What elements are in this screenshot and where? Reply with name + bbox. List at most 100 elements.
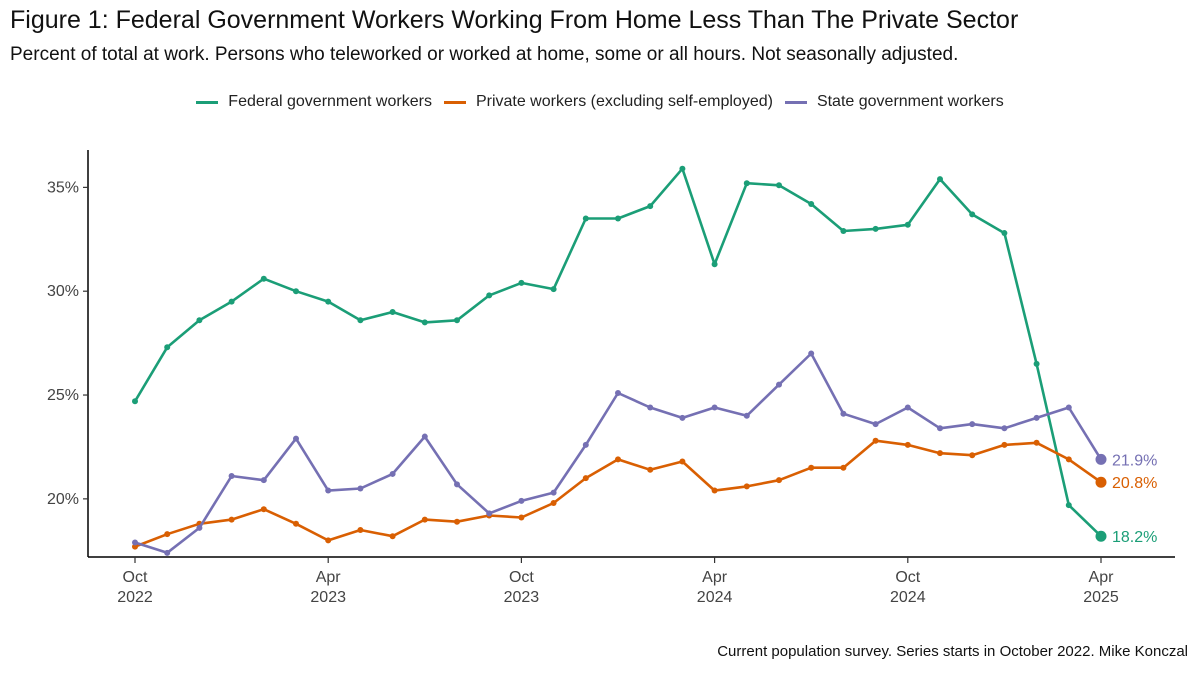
data-point-state [904, 404, 911, 411]
data-point-state [325, 487, 332, 494]
y-tick-label: 30% [47, 283, 79, 300]
data-point-state [776, 381, 782, 388]
data-point-private [132, 543, 138, 550]
data-point-private [647, 466, 654, 473]
data-point-federal [228, 298, 235, 305]
data-point-private [904, 441, 911, 448]
data-point-private [357, 527, 364, 534]
data-point-federal [164, 344, 171, 351]
data-point-federal [582, 215, 589, 222]
data-point-federal [1033, 360, 1040, 367]
data-point-private [582, 475, 589, 482]
legend-swatch-state [784, 100, 807, 104]
data-point-federal [776, 182, 782, 189]
data-point-federal [454, 317, 460, 324]
data-point-federal [1001, 230, 1008, 237]
data-point-federal [357, 317, 364, 324]
data-point-state [228, 473, 235, 480]
data-point-federal [518, 279, 525, 286]
data-point-state [969, 421, 976, 428]
data-point-state [260, 477, 267, 484]
data-point-private [421, 516, 428, 523]
data-point-state [357, 485, 364, 492]
data-point-federal [550, 286, 557, 293]
data-point-state [1065, 404, 1072, 411]
data-point-state [486, 510, 493, 517]
data-point-federal [679, 165, 686, 172]
data-point-private [228, 516, 235, 523]
data-point-federal [743, 180, 750, 187]
data-point-federal [325, 298, 332, 305]
y-tick-label: 25% [47, 387, 79, 404]
x-tick-label: Apr 2025 [1083, 569, 1119, 606]
data-point-private [454, 518, 460, 525]
data-point-federal [904, 221, 911, 228]
data-point-state [615, 389, 621, 396]
data-point-private [679, 458, 686, 465]
x-tick-label: Apr 2024 [697, 569, 733, 606]
chart-caption: Current population survey. Series starts… [717, 643, 1188, 660]
data-point-state [679, 414, 686, 421]
data-point-federal [647, 203, 654, 210]
data-point-federal [293, 288, 299, 295]
data-point-state [550, 489, 557, 496]
data-point-private [325, 537, 332, 544]
data-point-federal [196, 317, 203, 324]
y-tick-label: 35% [47, 179, 79, 196]
end-label-federal: 18.2% [1112, 529, 1157, 546]
data-point-state [389, 470, 396, 477]
y-tick-label: 20% [47, 491, 79, 508]
legend-item-state: State government workers [784, 93, 1004, 111]
data-point-state [196, 524, 203, 531]
x-tick-label: Oct 2023 [504, 569, 540, 606]
data-point-state [647, 404, 654, 411]
data-point-state [937, 425, 943, 432]
data-point-federal [711, 261, 718, 268]
data-point-private [1065, 456, 1072, 463]
data-point-private [969, 452, 976, 459]
x-tick-label: Oct 2024 [890, 569, 926, 606]
legend-item-private: Private workers (excluding self-employed… [443, 93, 773, 111]
legend-swatch-private [443, 100, 466, 104]
data-point-federal [808, 200, 815, 207]
data-point-federal [937, 176, 943, 183]
data-point-state [293, 435, 299, 442]
data-point-federal [872, 225, 879, 232]
legend-item-federal: Federal government workers [196, 93, 432, 111]
data-point-private [550, 500, 557, 507]
data-point-private [711, 487, 718, 494]
x-tick-label: Apr 2023 [310, 569, 346, 606]
data-point-state [421, 433, 428, 440]
data-point-federal [615, 215, 621, 222]
data-point-private [164, 531, 171, 538]
data-point-state [1033, 414, 1040, 421]
data-point-state [808, 350, 815, 357]
data-point-federal [840, 227, 847, 234]
data-point-federal [389, 308, 396, 315]
data-point-private [615, 456, 621, 463]
data-point-state [132, 539, 138, 546]
data-point-private [840, 464, 847, 471]
end-label-private: 20.8% [1112, 475, 1157, 492]
data-point-state [1001, 425, 1008, 432]
data-point-private [872, 437, 879, 444]
data-point-state [711, 404, 718, 411]
data-point-federal [969, 211, 976, 218]
data-point-state [840, 410, 847, 417]
data-point-private [1095, 476, 1107, 488]
legend-label-federal: Federal government workers [228, 93, 432, 110]
data-point-private [937, 450, 943, 457]
data-point-state [1095, 453, 1107, 465]
legend-swatch-federal [196, 100, 219, 104]
data-point-private [260, 506, 267, 513]
data-point-private [743, 483, 750, 490]
data-point-private [1033, 439, 1040, 446]
series-line-federal [133, 167, 1103, 538]
x-tick-label: Oct 2022 [117, 569, 153, 606]
data-point-state [872, 421, 879, 428]
data-point-state [454, 481, 460, 488]
data-point-state [518, 497, 525, 504]
data-point-federal [260, 275, 267, 282]
data-point-federal [1065, 502, 1072, 509]
